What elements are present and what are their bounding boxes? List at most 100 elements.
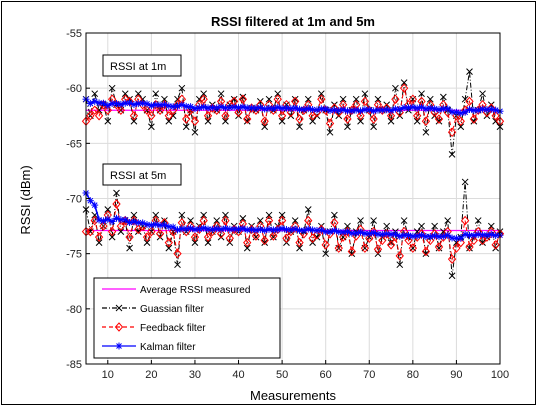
- ticks: 10 20 30 40 50 60 70 80 90 100 -55 -60 -65 -70 -75 -80 -…: [66, 28, 509, 381]
- feedback-1m-marker: [208, 103, 217, 113]
- gaussian-1m-marker: [130, 117, 138, 125]
- kalman-5m-marker: [326, 228, 334, 236]
- kalman-1m-marker: [431, 105, 439, 113]
- legend-entry-label: Feedback filter: [140, 323, 206, 334]
- kalman-5m-marker: [187, 224, 195, 232]
- feedback-5m-marker: [90, 215, 99, 226]
- feedback-1m-marker: [260, 116, 269, 127]
- gaussian-5m-marker: [400, 217, 408, 224]
- kalman-1m-marker: [235, 104, 243, 112]
- gaussian-1m-marker: [326, 128, 334, 136]
- kalman-5m-marker: [274, 226, 282, 234]
- gaussian-5m-marker: [261, 239, 269, 246]
- gaussian-5m-marker: [331, 211, 338, 219]
- feedback-1m-marker: [295, 114, 304, 124]
- gaussian-5m-marker: [278, 211, 286, 219]
- gaussian-5m-marker: [357, 217, 364, 224]
- kalman-1m-marker: [343, 107, 351, 115]
- feedback-5m-marker: [347, 246, 356, 257]
- chart-title: RSSI filtered at 1m and 5m: [211, 14, 375, 29]
- kalman-5m-marker: [296, 226, 304, 234]
- feedback-1m-marker: [221, 110, 230, 121]
- kalman-1m-marker: [452, 108, 460, 116]
- gaussian-1m-marker: [104, 117, 112, 125]
- kalman-5m-marker: [352, 229, 360, 237]
- gaussian-5m-marker: [191, 239, 199, 246]
- gaussian-1m-marker: [239, 93, 247, 101]
- gaussian-1m-marker: [466, 68, 473, 75]
- annotation-1: RSSI at 1m: [102, 54, 182, 77]
- kalman-1m-marker: [444, 105, 452, 113]
- kalman-1m-marker: [335, 106, 343, 114]
- gaussian-5m-marker: [487, 222, 495, 230]
- gaussian-5m-marker: [431, 222, 438, 230]
- gaussian-5m-marker: [466, 244, 473, 252]
- gaussian-1m-marker: [439, 93, 447, 101]
- legend-box: [93, 277, 281, 359]
- gaussian-1m-marker: [178, 84, 186, 92]
- feedback-5m-marker: [203, 232, 213, 242]
- y-tick-label: -85: [66, 359, 82, 371]
- kalman-5m-marker: [134, 219, 142, 227]
- feedback-5m-marker: [173, 248, 182, 259]
- feedback-1m-marker: [142, 105, 152, 115]
- feedback-1m-marker: [155, 105, 165, 115]
- kalman-5m-marker: [252, 226, 260, 234]
- kalman-1m-marker: [465, 105, 473, 113]
- feedback-1m-marker: [199, 94, 208, 104]
- feedback-5m-marker: [334, 243, 343, 253]
- feedback-5m-marker: [338, 232, 348, 242]
- kalman-1m-marker: [409, 103, 417, 111]
- kalman-1m-marker: [422, 105, 430, 113]
- kalman-5m-marker: [461, 230, 469, 238]
- kalman-1m-marker: [457, 109, 465, 117]
- kalman-1m-marker: [191, 104, 199, 112]
- gaussian-5m-marker: [383, 222, 391, 230]
- kalman-1m-marker: [261, 105, 269, 113]
- x-tick-label: 20: [145, 369, 157, 381]
- x-axis-label: Measurements: [250, 388, 336, 403]
- gaussian-1m-marker: [361, 90, 369, 98]
- gaussian-1m-marker: [309, 117, 316, 125]
- kalman-5m-marker: [470, 231, 478, 239]
- gaussian-5m-marker: [204, 239, 212, 246]
- kalman-1m-marker: [300, 105, 308, 113]
- feedback-5m-marker: [365, 233, 374, 243]
- gaussian-1m-marker: [470, 117, 478, 125]
- kalman-5m-marker: [426, 233, 434, 241]
- gaussian-1m-marker: [357, 117, 364, 125]
- feedback-1m-marker: [369, 114, 378, 124]
- feedback-5m-marker: [491, 240, 500, 250]
- feedback-5m-marker: [408, 243, 418, 253]
- kalman-1m-marker: [413, 104, 421, 112]
- y-tick-label: -60: [66, 83, 82, 95]
- gaussian-5m-marker: [213, 217, 221, 224]
- kalman-5m-marker: [130, 218, 138, 226]
- gaussian-1m-marker: [204, 117, 212, 125]
- feedback-1m-marker: [456, 116, 465, 127]
- feedback-1m-marker: [434, 114, 444, 124]
- feedback-1m-marker: [203, 110, 213, 121]
- feedback-5m-marker: [155, 229, 165, 239]
- kalman-1m-marker: [383, 106, 391, 114]
- kalman-1m-marker: [195, 104, 203, 112]
- gaussian-1m-marker: [191, 128, 199, 136]
- gaussian-5m-marker: [252, 233, 260, 241]
- legend-swatch-marker: [114, 322, 124, 332]
- kalman-5m-marker: [147, 221, 155, 229]
- gaussian-1m-marker: [274, 90, 282, 98]
- kalman-5m-marker: [452, 234, 460, 242]
- feedback-5m-marker: [147, 226, 156, 237]
- kalman-1m-marker: [313, 106, 321, 114]
- gaussian-5m-marker: [239, 215, 247, 222]
- feedback-1m-marker: [378, 105, 387, 115]
- feedback-5m-marker: [269, 231, 278, 241]
- gaussian-5m-marker: [479, 239, 486, 246]
- kalman-1m-marker: [117, 100, 125, 108]
- kalman-5m-marker: [413, 232, 421, 240]
- gaussian-1m-marker: [392, 84, 399, 92]
- gaussian-1m-marker: [422, 128, 430, 136]
- y-axis-label: RSSI (dBm): [18, 165, 33, 234]
- gaussian-5m-marker: [296, 244, 303, 252]
